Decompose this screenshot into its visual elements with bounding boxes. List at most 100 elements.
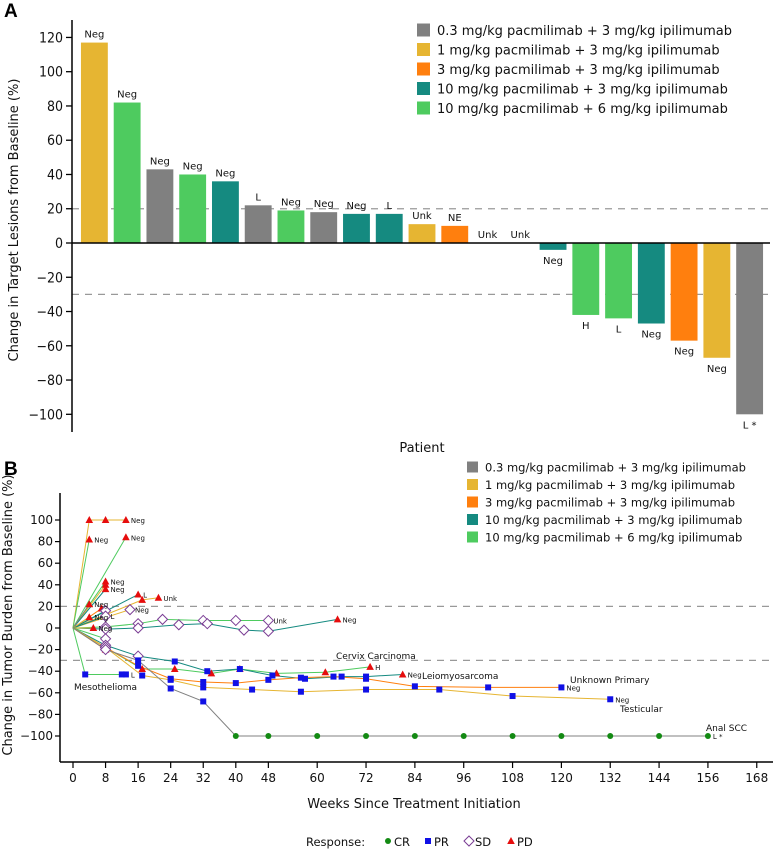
- end-label: Neg: [408, 671, 422, 679]
- bar-label: Neg: [674, 347, 694, 358]
- series-line: [72, 615, 106, 629]
- x-tick-label: 84: [407, 771, 422, 785]
- panel-a-x-axis-title: Patient: [399, 441, 444, 456]
- marker-pr: [558, 684, 565, 691]
- panel-b-legend: 0.3 mg/kg pacmilimab + 3 mg/kg ipilimuma…: [467, 461, 746, 545]
- marker-sd: [173, 619, 185, 631]
- response-legend-label: PD: [517, 835, 533, 849]
- bar: [572, 243, 600, 315]
- marker-pd: [366, 662, 374, 670]
- bar-label: Neg: [215, 168, 235, 179]
- marker-pd: [85, 613, 94, 621]
- bar-label: Neg: [84, 30, 104, 41]
- bar-label: L: [255, 192, 261, 203]
- x-tick-label: 40: [228, 771, 243, 785]
- marker-pd: [122, 533, 130, 541]
- panel-a-label: A: [4, 1, 18, 22]
- panel-b-x-axis-title: Weeks Since Treatment Initiation: [307, 797, 520, 812]
- legend-label: 10 mg/kg pacmilimab + 6 mg/kg ipilimumab: [485, 531, 742, 545]
- marker-pr: [236, 666, 243, 673]
- bar: [670, 243, 698, 341]
- marker-cr: [265, 733, 272, 739]
- legend-label: 10 mg/kg pacmilimab + 6 mg/kg ipilimumab: [437, 102, 728, 117]
- tumor-type-annotation: Cervix Carcinoma: [336, 652, 416, 662]
- legend-swatch: [467, 514, 478, 525]
- x-tick-label: 48: [261, 771, 276, 785]
- marker-pd: [134, 590, 142, 598]
- marker-pr: [425, 838, 431, 844]
- bar: [113, 102, 141, 243]
- marker-pr: [232, 680, 239, 687]
- bar: [244, 205, 272, 243]
- end-label: L *: [713, 733, 723, 741]
- bar-label: Neg: [150, 156, 170, 167]
- marker-cr: [232, 733, 239, 739]
- y-tick-label: 20: [47, 202, 63, 218]
- bar-label: Neg: [314, 199, 334, 210]
- end-label: Neg: [615, 696, 629, 704]
- series-line: [72, 539, 90, 629]
- marker-pr: [139, 672, 146, 679]
- marker-cr: [314, 733, 321, 739]
- marker-pr: [200, 684, 207, 691]
- x-tick-label: 24: [163, 771, 178, 785]
- y-tick-label: −60: [28, 686, 53, 700]
- marker-pr: [135, 662, 142, 669]
- tumor-type-annotation: Mesothelioma: [74, 683, 137, 693]
- marker-pd: [101, 580, 110, 588]
- marker-pr: [509, 693, 516, 700]
- end-label: Unk: [273, 617, 288, 625]
- legend-label: 1 mg/kg pacmilimab + 3 mg/kg ipilimumab: [485, 478, 735, 492]
- bar: [310, 212, 338, 243]
- bar-label: Neg: [707, 364, 727, 375]
- series-line: [72, 627, 126, 675]
- legend-swatch: [417, 101, 430, 115]
- bar: [375, 213, 403, 243]
- marker-cr: [704, 733, 711, 739]
- response-legend-label: CR: [394, 835, 410, 849]
- bar-label: NE: [448, 213, 462, 224]
- marker-pr: [135, 657, 142, 664]
- marker-pr: [607, 696, 614, 703]
- x-tick-label: 8: [102, 771, 110, 785]
- bar: [637, 243, 665, 324]
- legend-label: 3 mg/kg pacmilimab + 3 mg/kg ipilimumab: [437, 63, 720, 78]
- marker-pr: [330, 673, 337, 680]
- marker-pd: [101, 516, 110, 523]
- bar-label: Neg: [281, 197, 301, 208]
- marker-sd: [124, 603, 136, 616]
- marker-cr: [363, 733, 370, 739]
- end-label: Neg: [94, 601, 108, 609]
- legend-label: 0.3 mg/kg pacmilimab + 3 mg/kg ipilimuma…: [485, 461, 746, 475]
- tumor-type-annotation: Anal SCC: [706, 724, 747, 734]
- marker-pr: [301, 675, 308, 682]
- marker-pd: [85, 600, 94, 608]
- end-label: H: [375, 664, 380, 672]
- end-label: Neg: [566, 684, 580, 692]
- x-tick-label: 32: [196, 771, 211, 785]
- y-tick-label: −40: [36, 305, 63, 321]
- marker-sd: [238, 624, 250, 636]
- marker-pr: [265, 676, 272, 683]
- panel-b-label: B: [4, 459, 18, 480]
- response-legend-title: Response:: [306, 835, 365, 849]
- marker-sd: [132, 622, 144, 634]
- series-line: [72, 627, 708, 737]
- bar: [343, 213, 370, 243]
- bar: [146, 169, 174, 243]
- marker-pd: [321, 668, 330, 676]
- marker-pr: [436, 686, 443, 693]
- marker-pd: [207, 669, 216, 677]
- bar: [539, 243, 567, 250]
- series-line: [72, 603, 90, 629]
- legend-label: 10 mg/kg pacmilimab + 3 mg/kg ipilimumab: [437, 83, 728, 98]
- end-label: L: [131, 671, 135, 679]
- bar: [736, 243, 764, 415]
- marker-pr: [297, 688, 304, 695]
- end-label: Neg: [111, 586, 125, 594]
- marker-pd: [507, 837, 515, 844]
- end-label: Neg: [111, 579, 125, 587]
- y-tick-label: −20: [36, 270, 63, 286]
- marker-pr: [122, 671, 129, 678]
- bar-label: Neg: [117, 90, 137, 101]
